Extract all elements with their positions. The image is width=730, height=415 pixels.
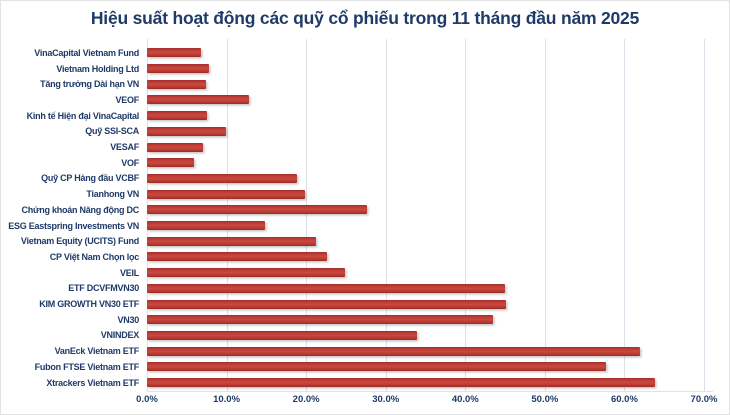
category-label: Quỹ SSI-SCA bbox=[85, 126, 139, 137]
bar bbox=[147, 268, 346, 278]
bar bbox=[147, 283, 506, 293]
category-label: Fubon FTSE Vietnam ETF bbox=[34, 361, 140, 372]
bar bbox=[147, 189, 305, 199]
plot-area bbox=[147, 39, 713, 392]
x-axis: 0.0% 10.0% 20.0% 30.0% 40.0% 50.0% 60.0% 70.0% bbox=[136, 394, 717, 408]
gridline bbox=[147, 39, 148, 391]
bar bbox=[147, 95, 249, 105]
category-label: Vietnam Equity (UCITS) Fund bbox=[20, 236, 139, 247]
category-label: VN30 bbox=[117, 314, 139, 325]
category-label: Xtrackers Vietnam ETF bbox=[46, 377, 139, 388]
bar bbox=[147, 111, 207, 121]
x-tick-label: 70.0% bbox=[690, 394, 718, 405]
gridline bbox=[465, 39, 467, 391]
gridline bbox=[385, 39, 387, 391]
bar bbox=[147, 48, 202, 58]
x-tick-label: 30.0% bbox=[372, 394, 400, 405]
gridline bbox=[226, 39, 228, 391]
category-label: Chứng khoán Năng động DC bbox=[21, 204, 139, 215]
bar bbox=[147, 205, 368, 215]
category-label: Tianhong VN bbox=[86, 189, 139, 200]
gridline bbox=[544, 39, 546, 391]
bar bbox=[147, 315, 494, 325]
category-label: Tăng trưởng Dài hạn VN bbox=[40, 79, 139, 90]
x-tick-label: 40.0% bbox=[451, 394, 479, 405]
category-label: Quỹ CP Hàng đầu VCBF bbox=[41, 173, 139, 184]
bar bbox=[147, 378, 656, 388]
category-label: VNINDEX bbox=[100, 330, 140, 341]
gridline bbox=[306, 39, 308, 391]
chart-title: Hiệu suất hoạt động các quỹ cổ phiếu tro… bbox=[90, 8, 640, 28]
category-label: CP Việt Nam Chọn lọc bbox=[49, 251, 139, 262]
category-label: Vietnam Holding Ltd bbox=[56, 63, 139, 74]
category-labels: VinaCapital Vietnam Fund Vietnam Holding … bbox=[1, 39, 143, 391]
bar bbox=[147, 158, 194, 168]
bar bbox=[147, 221, 265, 231]
category-label: VEIL bbox=[119, 267, 139, 278]
bar bbox=[147, 330, 417, 340]
category-label: VanEck Vietnam ETF bbox=[54, 346, 140, 357]
bar bbox=[147, 126, 226, 136]
category-label: VinaCapital Vietnam Fund bbox=[34, 47, 139, 58]
category-label: Kinh tế Hiện đại VinaCapital bbox=[26, 110, 140, 121]
category-label: KIM GROWTH VN30 ETF bbox=[39, 299, 139, 310]
category-label: ESG Eastspring Investments VN bbox=[8, 220, 139, 231]
bar bbox=[147, 252, 327, 262]
category-label: VEOF bbox=[115, 94, 139, 105]
category-label: ETF DCVFMVN30 bbox=[68, 283, 139, 294]
bar bbox=[147, 64, 210, 74]
x-tick-label: 60.0% bbox=[610, 394, 638, 405]
gridline bbox=[704, 39, 705, 391]
category-label: VOF bbox=[121, 157, 139, 168]
x-tick-label: 20.0% bbox=[292, 394, 320, 405]
bar bbox=[147, 299, 506, 309]
x-tick-label: 0.0% bbox=[136, 394, 158, 405]
bar bbox=[147, 236, 316, 246]
bar bbox=[147, 79, 206, 89]
bar bbox=[147, 142, 203, 152]
bar bbox=[147, 173, 298, 183]
x-tick-label: 10.0% bbox=[213, 394, 241, 405]
x-tick-label: 50.0% bbox=[531, 394, 559, 405]
gridline bbox=[624, 39, 626, 391]
bar bbox=[147, 362, 607, 372]
category-label: VESAF bbox=[110, 142, 139, 153]
bar bbox=[147, 346, 641, 356]
